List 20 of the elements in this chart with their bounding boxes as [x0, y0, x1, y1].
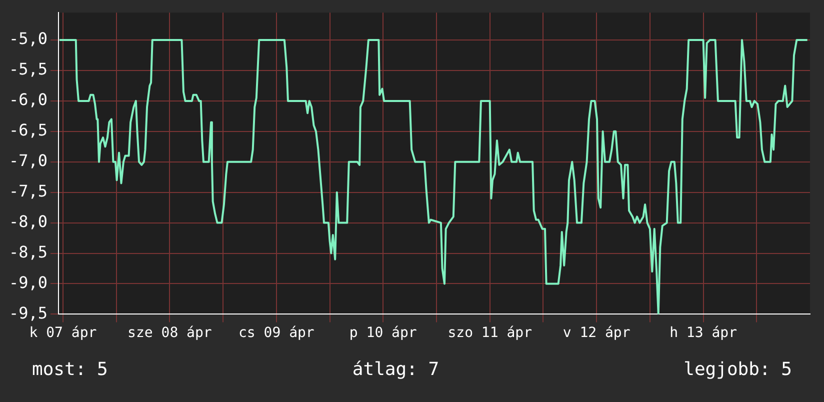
- text: most: 5: [32, 359, 108, 380]
- y-tick-label: -8,0: [9, 212, 48, 231]
- y-tick-label: -6,5: [9, 120, 48, 140]
- y-tick-label: -5,5: [9, 60, 48, 79]
- x-tick-label: szo 11 ápr: [448, 325, 532, 342]
- text: legjobb: 5: [684, 359, 792, 380]
- y-tick-label: -7,5: [9, 182, 48, 200]
- y-tick-label: -8,5: [9, 242, 48, 262]
- x-tick-label: cs 09 ápr: [238, 325, 314, 342]
- y-tick-label: -9,0: [9, 272, 48, 292]
- x-tick-label: v 12 ápr: [562, 325, 630, 342]
- x-tick-label: k 07 ápr: [29, 325, 97, 342]
- x-tick-label: sze 08 ápr: [128, 325, 212, 342]
- y-tick-label: -6,0: [9, 90, 48, 110]
- x-tick-label: p 10 ápr: [349, 325, 417, 342]
- text: átlag: 7: [352, 359, 440, 380]
- x-tick-label: h 13 ápr: [670, 325, 737, 342]
- y-tick-label: -7,0: [9, 151, 48, 170]
- y-tick-label: -5,0: [9, 29, 48, 48]
- y-tick-label: -9,5: [9, 303, 48, 322]
